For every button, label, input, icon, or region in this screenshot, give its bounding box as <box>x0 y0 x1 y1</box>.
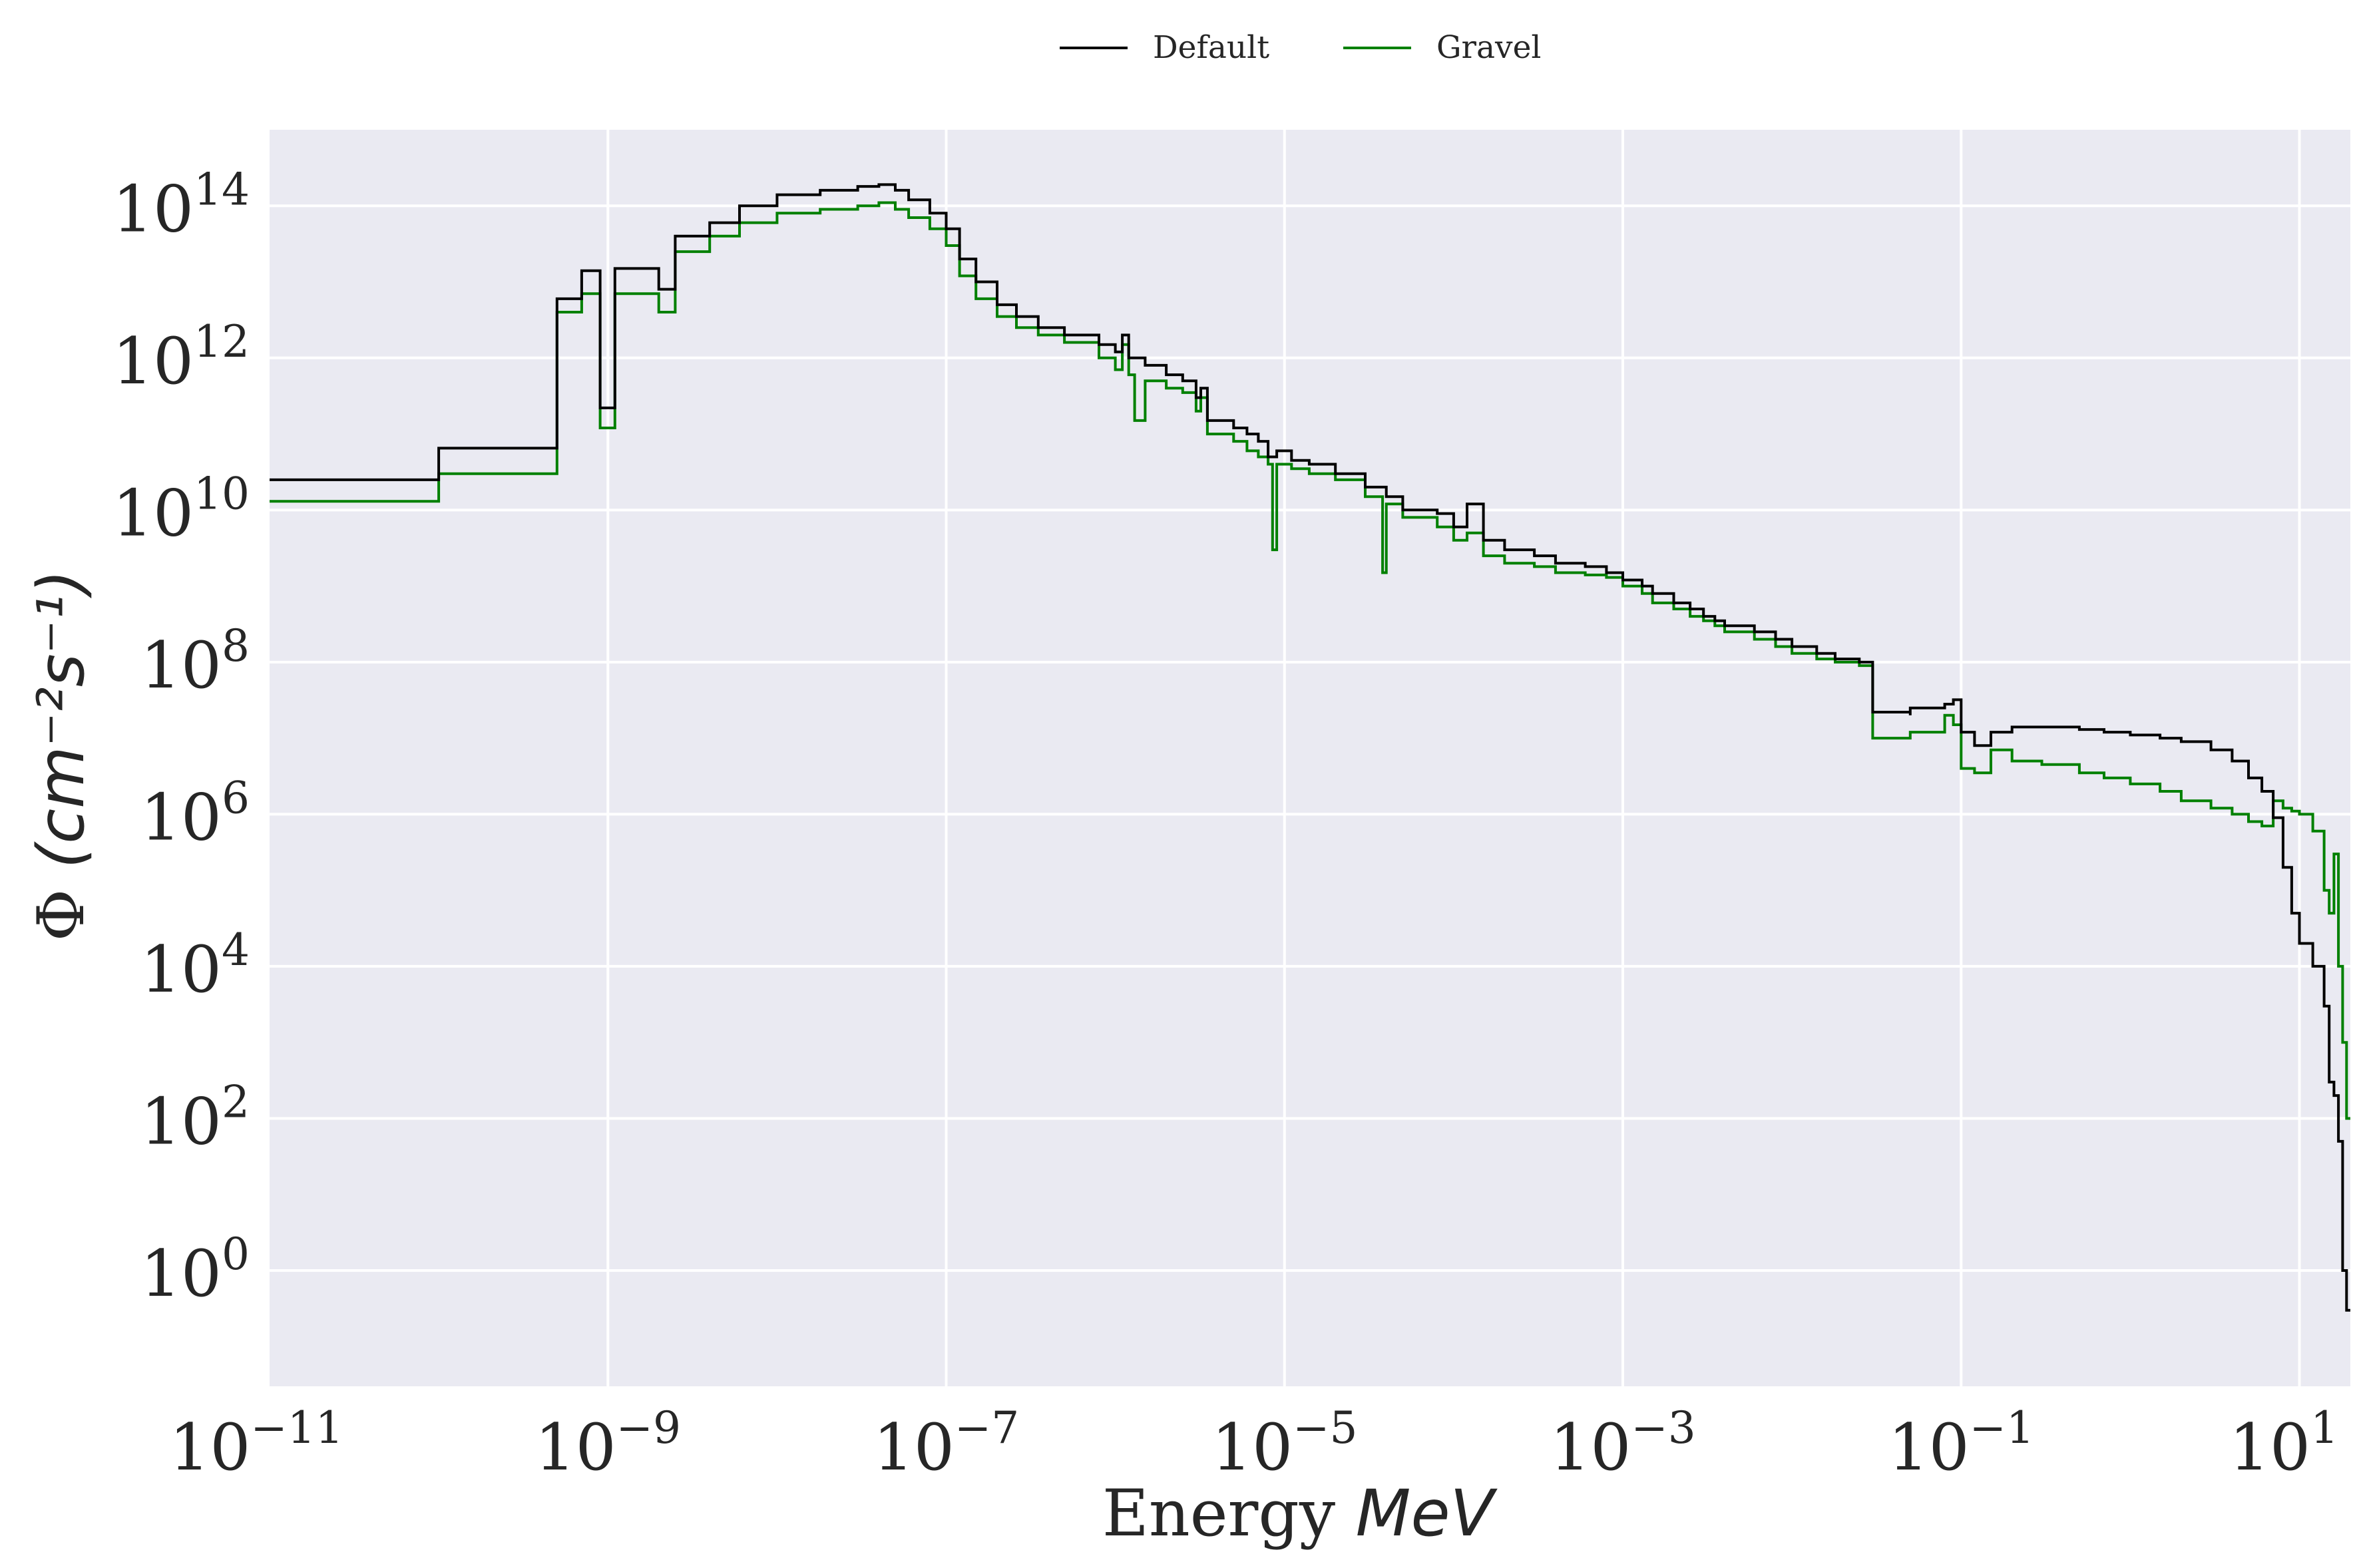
grid <box>270 130 2350 1386</box>
x-axis-label: Energy MeV <box>1102 1476 1498 1551</box>
y-tick-label: 1010 <box>112 468 250 550</box>
x-tick-label: 10−11 <box>169 1402 343 1485</box>
x-tick-label: 10−1 <box>1888 1402 2034 1485</box>
legend-label-default: Default <box>1153 29 1269 66</box>
x-tick-label: 101 <box>2229 1402 2338 1485</box>
y-axis-label: Φ (cm⁻²s⁻¹) <box>24 570 99 942</box>
series-line-default <box>270 183 2350 1312</box>
y-tick-labels: 1014 1012 1010 108 106 104 102 100 <box>112 164 250 1311</box>
legend-label-gravel: Gravel <box>1436 29 1541 66</box>
y-tick-label: 1014 <box>112 164 250 246</box>
y-tick-label: 108 <box>140 620 250 703</box>
y-tick-label: 104 <box>140 924 250 1007</box>
x-tick-label: 10−3 <box>1550 1402 1695 1485</box>
series-layer <box>270 183 2350 1312</box>
x-tick-label: 10−7 <box>873 1402 1019 1485</box>
legend: Default Gravel <box>1060 29 1541 66</box>
y-tick-label: 1012 <box>112 316 250 399</box>
series-line-gravel <box>270 201 2350 1120</box>
plot-area <box>270 130 2350 1386</box>
y-tick-label: 106 <box>140 772 250 855</box>
y-tick-label: 102 <box>140 1076 250 1159</box>
x-tick-label: 10−9 <box>535 1402 681 1485</box>
x-tick-label: 10−5 <box>1211 1402 1357 1485</box>
x-tick-labels: 10−11 10−9 10−7 10−5 10−3 10−1 101 <box>169 1402 2338 1485</box>
y-tick-label: 100 <box>140 1229 250 1311</box>
